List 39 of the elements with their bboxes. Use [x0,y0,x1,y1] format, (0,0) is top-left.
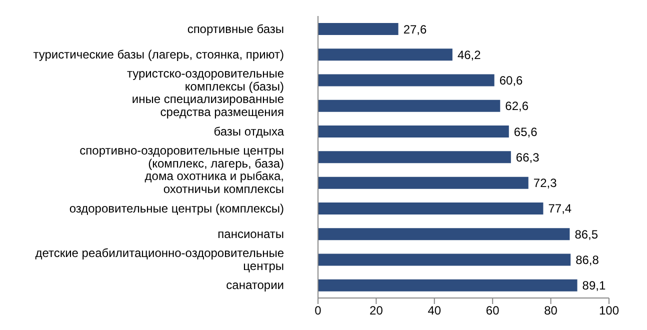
data-label: 86,5 [574,227,598,242]
y-tick-label: туристско-оздоровительные комплексы (базы) [127,66,284,94]
y-tick-label: базы отдыха [214,124,284,138]
x-tick-label: 100 [598,304,620,318]
y-tick-label: туристические базы (лагерь, стоянка, приют) [33,47,284,62]
x-tick-label: 40 [428,304,442,318]
bar [318,176,528,189]
y-tick-label: детские реабилитационно-оздоровительные центры [35,246,284,274]
bar [318,48,452,61]
data-label: 77,4 [548,202,572,216]
bar [318,151,511,164]
y-tick-label: санатории [226,278,284,292]
y-tick-label: спортивные базы [187,22,284,36]
data-label: 60,6 [499,74,524,88]
data-label: 86,8 [576,252,600,267]
y-tick-label: пансионаты [218,226,284,241]
data-label: 62,6 [505,99,529,114]
y-tick-label: оздоровительные центры (комплексы) [69,201,284,216]
bar [318,23,398,35]
x-tick-label: 0 [314,304,322,318]
data-label: 27,6 [403,22,427,36]
bar [318,126,509,138]
data-label: 65,6 [514,124,538,139]
y-tick-label: иные специализированные средства размещения [132,92,284,120]
y-tick-label: спортивно-оздоровительные центры (комплекс, лагерь, база) [80,144,284,170]
data-label: 89,1 [582,278,606,293]
data-label: 72,3 [533,176,558,190]
x-tick-label: 60 [486,304,500,318]
bar [318,74,494,86]
bar [318,100,500,112]
data-label: 46,2 [457,48,482,62]
bar [318,254,571,266]
bar [318,279,578,292]
y-tick-label: дома охотника и рыбака, охотничьи комплексы [144,169,284,196]
x-tick-label: 20 [370,304,384,318]
data-label: 66,3 [516,150,540,164]
bar [318,202,544,214]
x-tick-label: 80 [544,304,558,318]
bar [318,228,570,240]
